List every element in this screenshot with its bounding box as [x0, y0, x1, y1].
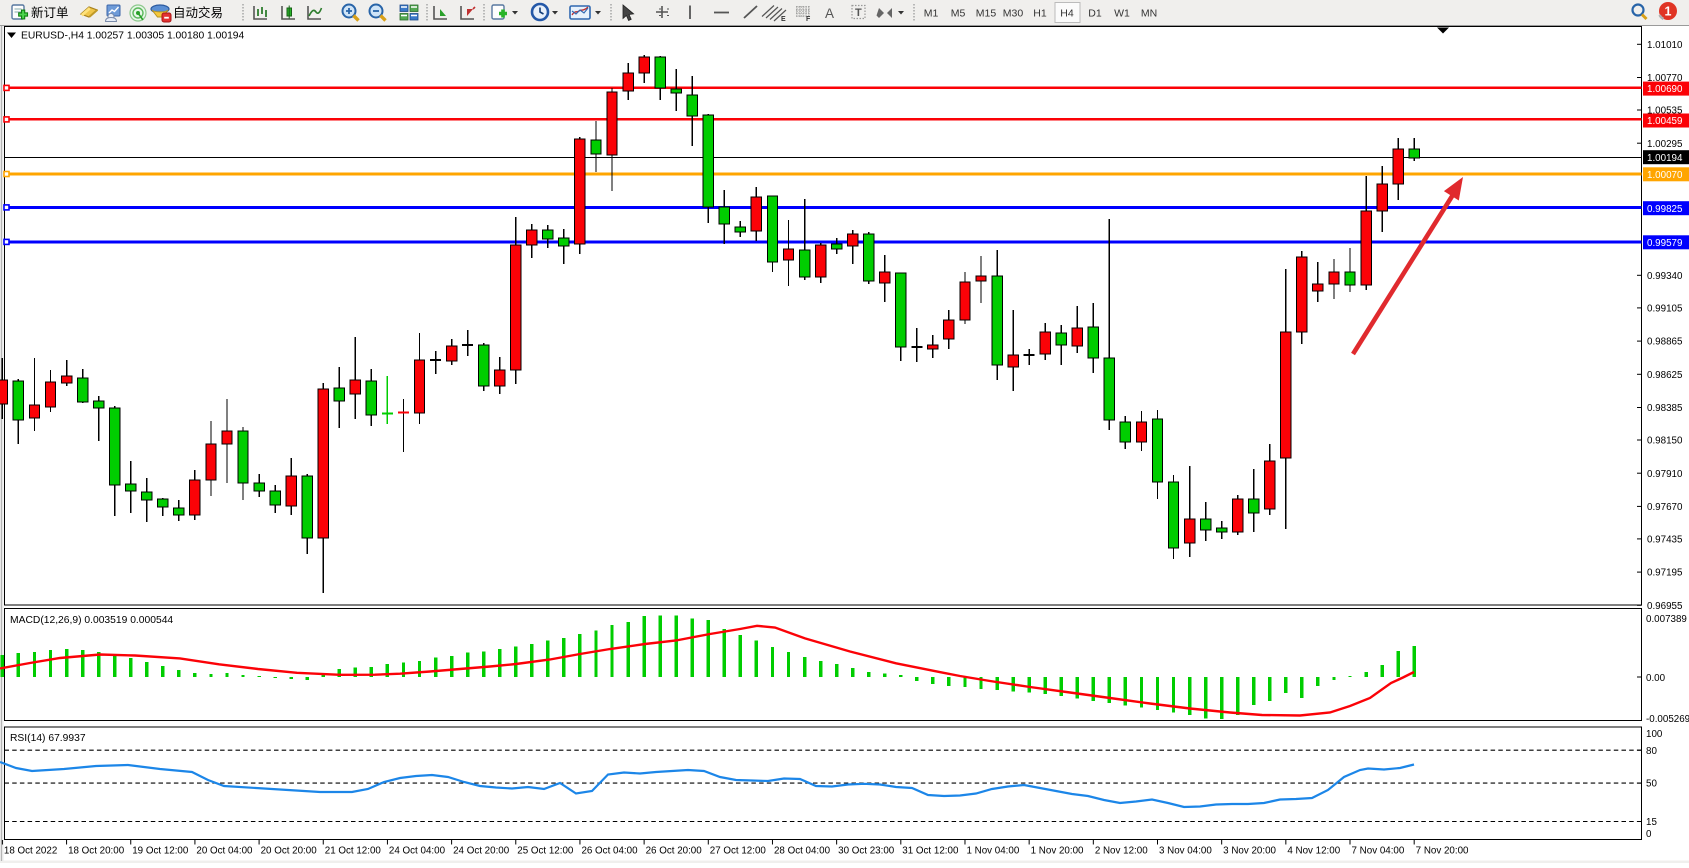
svg-text:100: 100	[1646, 729, 1663, 740]
svg-text:2 Nov 12:00: 2 Nov 12:00	[1095, 846, 1148, 857]
svg-text:A: A	[825, 6, 834, 21]
svg-text:M15: M15	[976, 8, 997, 20]
svg-text:F: F	[806, 16, 811, 23]
svg-text:1.01010: 1.01010	[1647, 40, 1683, 51]
svg-text:0.99105: 0.99105	[1647, 304, 1683, 315]
svg-text:1.00690: 1.00690	[1647, 84, 1683, 95]
svg-text:0.97670: 0.97670	[1647, 502, 1683, 513]
svg-text:7 Nov 20:00: 7 Nov 20:00	[1416, 846, 1469, 857]
svg-text:3 Nov 20:00: 3 Nov 20:00	[1223, 846, 1276, 857]
svg-text:-0.005269: -0.005269	[1646, 714, 1689, 725]
svg-text:19 Oct 12:00: 19 Oct 12:00	[132, 846, 189, 857]
svg-text:W1: W1	[1114, 8, 1130, 20]
svg-text:20 Oct 04:00: 20 Oct 04:00	[196, 846, 253, 857]
svg-text:0.96955: 0.96955	[1647, 601, 1683, 612]
svg-text:0.97910: 0.97910	[1647, 469, 1683, 480]
svg-text:18 Oct 2022: 18 Oct 2022	[4, 846, 57, 857]
svg-text:1.00295: 1.00295	[1647, 139, 1683, 150]
svg-text:E: E	[781, 16, 786, 23]
svg-text:H1: H1	[1033, 8, 1047, 20]
svg-text:50: 50	[1646, 779, 1657, 790]
svg-text:0.007389: 0.007389	[1646, 614, 1687, 625]
svg-text:EURUSD-,H4 1.00257 1.00305 1.: EURUSD-,H4 1.00257 1.00305 1.00180 1.001…	[21, 31, 245, 42]
svg-text:0.98385: 0.98385	[1647, 403, 1683, 414]
svg-text:1.00535: 1.00535	[1647, 106, 1683, 117]
svg-text:0.98150: 0.98150	[1647, 436, 1683, 447]
svg-text:7 Nov 04:00: 7 Nov 04:00	[1352, 846, 1405, 857]
svg-text:0.98865: 0.98865	[1647, 337, 1683, 348]
svg-text:30 Oct 23:00: 30 Oct 23:00	[838, 846, 895, 857]
svg-text:0.97435: 0.97435	[1647, 535, 1683, 546]
svg-text:21 Oct 12:00: 21 Oct 12:00	[325, 846, 382, 857]
svg-text:M5: M5	[951, 8, 966, 20]
svg-text:24 Oct 04:00: 24 Oct 04:00	[389, 846, 446, 857]
svg-text:M30: M30	[1003, 8, 1024, 20]
svg-text:1.00070: 1.00070	[1647, 170, 1683, 181]
svg-text:H4: H4	[1060, 8, 1074, 20]
svg-text:3 Nov 04:00: 3 Nov 04:00	[1159, 846, 1212, 857]
svg-text:0: 0	[1646, 829, 1652, 840]
svg-text:D1: D1	[1088, 8, 1102, 20]
svg-text:31 Oct 12:00: 31 Oct 12:00	[902, 846, 959, 857]
svg-text:20 Oct 20:00: 20 Oct 20:00	[261, 846, 318, 857]
svg-text:15: 15	[1646, 817, 1657, 828]
svg-text:1.00770: 1.00770	[1647, 73, 1683, 84]
svg-text:1 Nov 20:00: 1 Nov 20:00	[1031, 846, 1084, 857]
svg-text:1: 1	[1665, 5, 1672, 19]
svg-text:27 Oct 12:00: 27 Oct 12:00	[710, 846, 767, 857]
svg-text:26 Oct 04:00: 26 Oct 04:00	[581, 846, 638, 857]
svg-text:0.97195: 0.97195	[1647, 568, 1683, 579]
svg-text:80: 80	[1646, 746, 1657, 757]
svg-text:M1: M1	[924, 8, 939, 20]
svg-text:1.00194: 1.00194	[1647, 153, 1683, 164]
svg-text:自动交易: 自动交易	[173, 5, 223, 20]
svg-text:MACD(12,26,9) 0.003519 0.00054: MACD(12,26,9) 0.003519 0.000544	[10, 615, 173, 626]
svg-text:0.00: 0.00	[1646, 673, 1666, 684]
svg-text:新订单: 新订单	[31, 5, 69, 20]
svg-text:18 Oct 20:00: 18 Oct 20:00	[68, 846, 125, 857]
svg-text:0.99340: 0.99340	[1647, 271, 1683, 282]
svg-text:RSI(14) 67.9937: RSI(14) 67.9937	[10, 733, 86, 744]
svg-text:1.00459: 1.00459	[1647, 116, 1682, 127]
svg-text:0.99579: 0.99579	[1647, 238, 1682, 249]
svg-text:1 Nov 04:00: 1 Nov 04:00	[966, 846, 1019, 857]
svg-text:MN: MN	[1141, 8, 1157, 20]
svg-text:4 Nov 12:00: 4 Nov 12:00	[1287, 846, 1340, 857]
svg-text:T: T	[855, 7, 862, 19]
svg-text:26 Oct 20:00: 26 Oct 20:00	[646, 846, 703, 857]
svg-text:28 Oct 04:00: 28 Oct 04:00	[774, 846, 831, 857]
svg-text:24 Oct 20:00: 24 Oct 20:00	[453, 846, 510, 857]
svg-text:25 Oct 12:00: 25 Oct 12:00	[517, 846, 574, 857]
svg-text:0.98625: 0.98625	[1647, 370, 1683, 381]
svg-text:0.99825: 0.99825	[1647, 204, 1683, 215]
